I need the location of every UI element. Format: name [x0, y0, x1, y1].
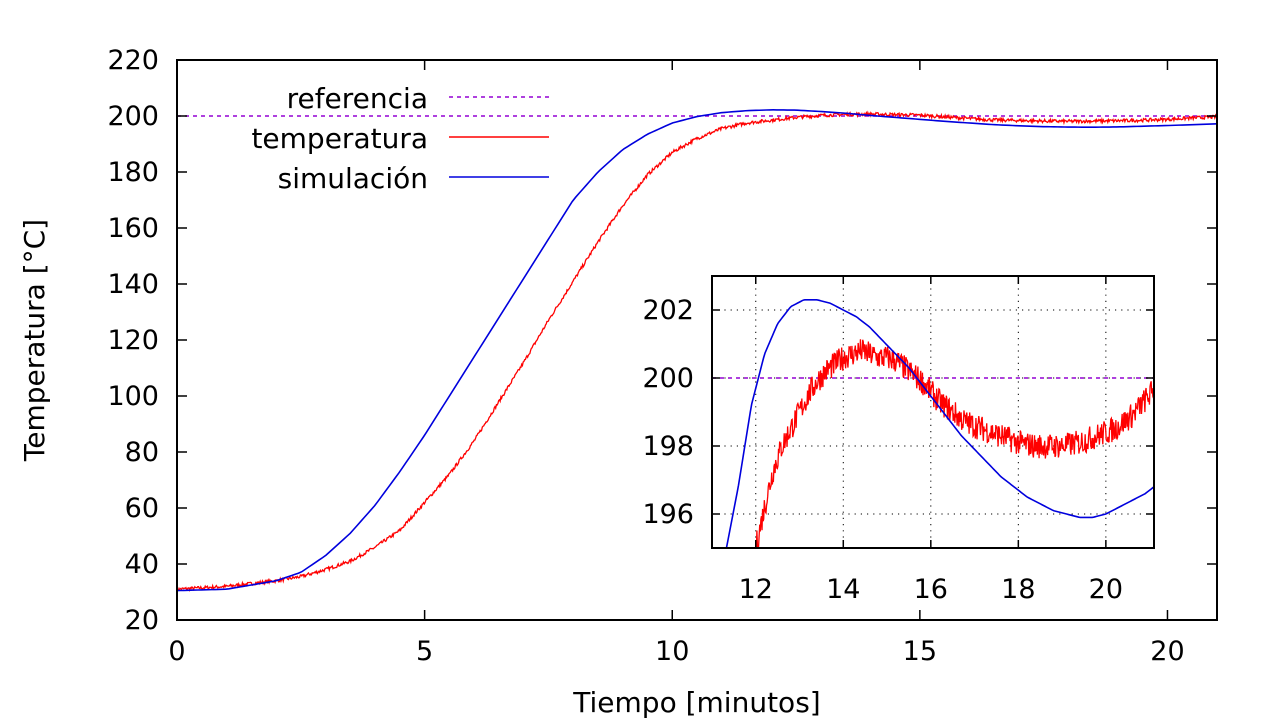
main-y-tick-label: 120 [107, 325, 159, 356]
inset-plot: 12 14 16 18 20 196 198 200 202 [642, 275, 1155, 605]
legend-label-simulacion: simulación [278, 162, 428, 195]
main-y-tick-label: 20 [125, 605, 159, 636]
main-x-tick-label: 5 [416, 636, 433, 667]
main-y-axis-label: Temperatura [°C] [18, 219, 51, 462]
inset-x-tick-label: 16 [914, 574, 948, 605]
main-y-tick-label: 220 [107, 45, 159, 76]
inset-x-tick-label: 20 [1089, 574, 1123, 605]
main-y-tick-label: 60 [125, 493, 159, 524]
main-series-group [177, 109, 1217, 592]
inset-series-group [712, 299, 1154, 548]
main-series-simulacion [177, 109, 1217, 592]
inset-y-tick-label: 196 [642, 499, 694, 530]
main-x-tick-label: 15 [903, 636, 937, 667]
main-x-tick-label: 10 [655, 636, 689, 667]
main-x-tick-label: 20 [1150, 636, 1184, 667]
main-y-tick-label: 140 [107, 269, 159, 300]
main-y-tick-label: 100 [107, 381, 159, 412]
main-x-axis-label: Tiempo [minutos] [572, 686, 820, 719]
main-y-tick-label: 80 [125, 437, 159, 468]
inset-y-tick-label: 202 [642, 295, 694, 326]
main-y-tick-label: 40 [125, 549, 159, 580]
main-series-temperatura [177, 110, 1217, 592]
main-y-tick-label: 160 [107, 213, 159, 244]
legend: referencia temperatura simulación [251, 82, 549, 195]
inset-series-simulacion [725, 299, 1154, 548]
inset-y-tick-label: 200 [642, 363, 694, 394]
legend-label-referencia: referencia [287, 82, 428, 115]
inset-x-tick-label: 18 [1001, 574, 1035, 605]
inset-series-temperatura [755, 339, 1154, 548]
main-x-tick-label: 0 [168, 636, 185, 667]
inset-frame [711, 275, 1155, 549]
inset-y-tick-label: 198 [642, 431, 694, 462]
inset-x-tick-label: 12 [739, 574, 773, 605]
inset-x-tick-label: 14 [826, 574, 860, 605]
legend-label-temperatura: temperatura [251, 122, 428, 155]
main-y-tick-label: 180 [107, 157, 159, 188]
inset-plot-area [712, 276, 1154, 548]
main-y-tick-label: 200 [107, 101, 159, 132]
